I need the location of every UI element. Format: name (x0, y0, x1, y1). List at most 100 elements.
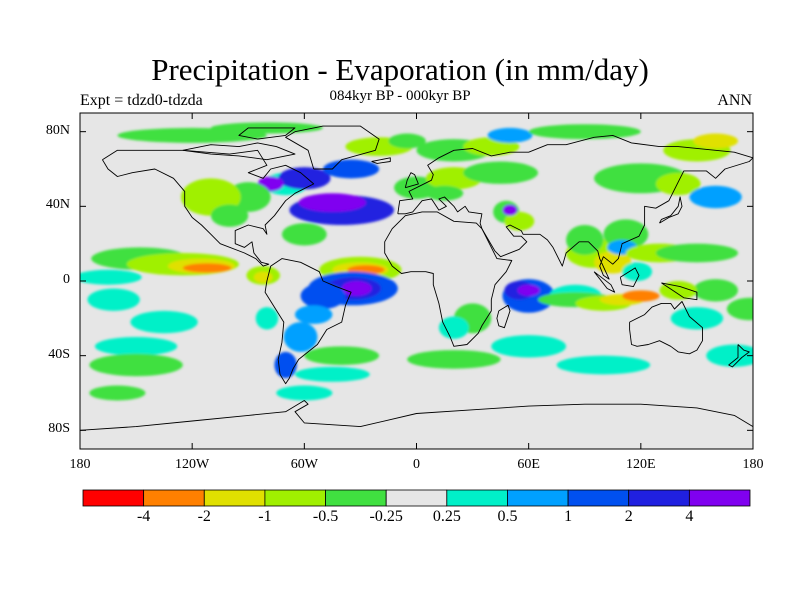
anomaly-region (274, 351, 297, 379)
anomaly-region (300, 282, 346, 309)
coastline (384, 211, 513, 347)
coastline (264, 258, 352, 385)
experiment-label: Expt = tdzd0-tdzda (80, 92, 203, 109)
latitude-tick-label: 40S (48, 346, 70, 362)
coastline (619, 267, 640, 288)
colorbar-label: 2 (624, 508, 633, 525)
colorbar-label: -1 (258, 508, 272, 525)
anomaly-region (87, 288, 140, 311)
anomaly-region (283, 322, 318, 352)
anomaly-region (255, 307, 279, 330)
colorbar-label: -0.5 (312, 508, 339, 525)
anomaly-region (89, 385, 146, 401)
colorbar-swatch (688, 489, 751, 507)
latitude-tick-label: 80S (48, 421, 70, 437)
coastline (80, 400, 753, 431)
anomaly-region (438, 316, 469, 339)
colorbar-swatch (446, 489, 508, 507)
latitude-tick-label: 0 (63, 272, 70, 287)
anomaly-region (425, 185, 464, 201)
colorbar-swatch (264, 489, 326, 507)
anomaly-region (182, 263, 232, 273)
coastline (102, 149, 315, 267)
anomaly-region (304, 346, 380, 365)
anomaly-region (341, 281, 372, 296)
anomaly-region (253, 271, 273, 283)
map-background (80, 113, 753, 449)
longitude-tick-label: 120W (175, 457, 210, 472)
anomaly-region (706, 344, 753, 367)
coastline (285, 125, 380, 170)
coastline (593, 271, 616, 293)
latitude-tick-label: 80N (45, 122, 70, 138)
colorbar-swatch (82, 489, 145, 507)
longitude-tick-label: 0 (413, 457, 420, 472)
coastline (659, 196, 683, 224)
coastline (496, 304, 511, 329)
anomaly-region (517, 284, 540, 296)
colorbar-swatch (143, 489, 205, 507)
anomaly-region (278, 167, 331, 190)
anomaly-region (294, 366, 370, 382)
coastline (371, 157, 391, 164)
anomaly-region (655, 243, 739, 263)
anomaly-region (556, 355, 651, 375)
colorbar-swatch (385, 489, 448, 507)
colorbar-swatch (567, 489, 630, 507)
season-label: ANN (717, 92, 752, 109)
anomaly-region (528, 124, 641, 140)
colorbar-label: 1 (564, 508, 573, 525)
longitude-tick-label: 60W (290, 457, 318, 472)
coastline (629, 301, 703, 355)
coastline (182, 142, 296, 161)
anomaly-region (80, 269, 142, 285)
anomaly-region (130, 310, 198, 334)
colorbar-swatch (203, 489, 266, 507)
anomaly-region (407, 350, 501, 369)
coastline (661, 282, 698, 301)
colorbar-label: 0.5 (497, 508, 518, 525)
anomaly-region (726, 297, 753, 321)
anomaly-region (463, 161, 539, 184)
colorbar-swatch (628, 489, 690, 507)
anomaly-region (294, 305, 333, 324)
anomaly-region (298, 193, 367, 212)
anomaly-region (566, 225, 604, 255)
coastline (728, 344, 750, 368)
coastlines (80, 125, 753, 431)
figure-subtitle: 084kyr BP - 000kyr BP (329, 88, 471, 104)
longitude-tick-label: 120E (626, 457, 656, 472)
coastline (404, 172, 419, 189)
anomaly-region (693, 279, 739, 302)
anomaly-region (659, 281, 697, 300)
longitude-tick-label: 180 (69, 457, 91, 472)
anomaly-region (689, 185, 742, 209)
anomaly-region (388, 133, 426, 149)
anomaly-region (693, 133, 739, 149)
anomaly-region (622, 290, 660, 302)
anomaly-region (89, 353, 183, 377)
anomaly-region (281, 223, 327, 246)
precip-evap-field (80, 122, 753, 401)
colorbar-label: -2 (197, 508, 211, 525)
anomaly-region (94, 337, 178, 356)
longitude-tick-label: 60E (517, 457, 540, 472)
figure-title: Precipitation - Evaporation (in mm/day) (151, 52, 649, 87)
anomaly-region (670, 307, 724, 330)
colorbar-swatch (325, 489, 387, 507)
anomaly-region (487, 127, 533, 143)
coastline (397, 134, 753, 280)
longitude-tick-label: 180 (742, 457, 764, 472)
anomaly-region (502, 204, 518, 216)
colorbar-label: 4 (685, 508, 694, 525)
latitude-tick-label: 40N (45, 197, 70, 213)
colorbar-label: -4 (136, 508, 151, 525)
colorbar-label: 0.25 (432, 508, 461, 525)
colorbar-label: -0.25 (369, 508, 403, 525)
colorbar-swatch (507, 489, 569, 507)
anomaly-region (491, 335, 567, 358)
coastline (238, 127, 296, 140)
anomaly-region (276, 385, 333, 401)
anomaly-region (655, 172, 701, 196)
